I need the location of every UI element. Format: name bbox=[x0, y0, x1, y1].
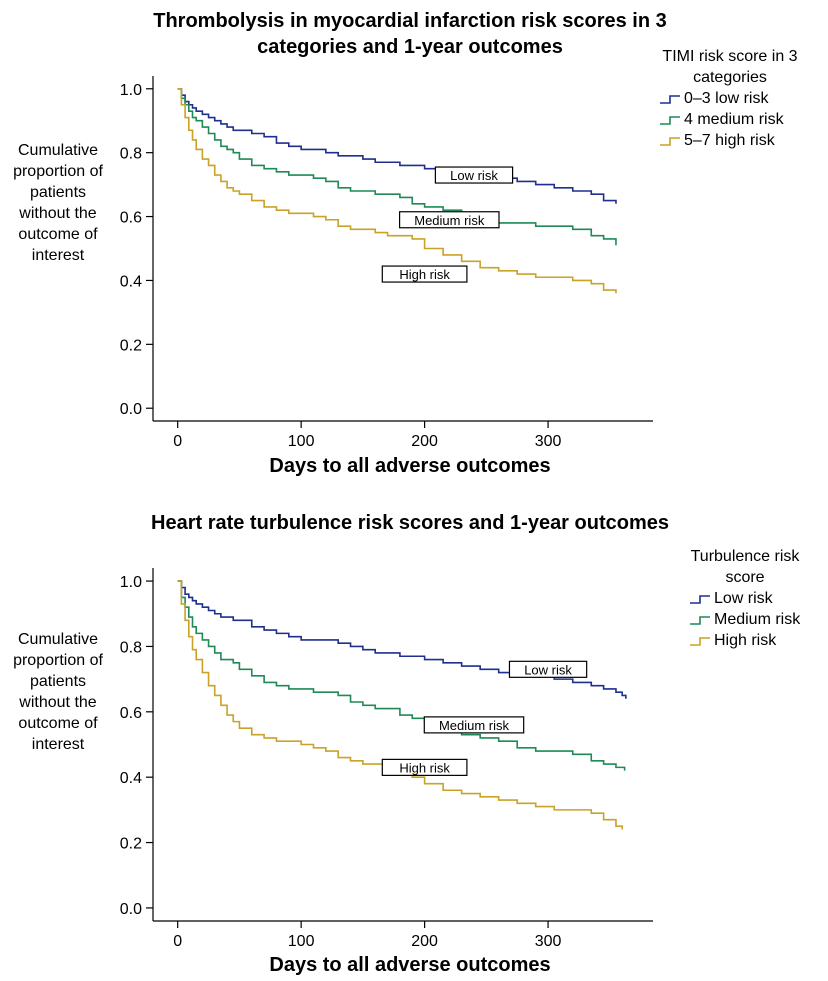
legend-title: TIMI risk score in 3 categories bbox=[662, 48, 798, 86]
legend-label: Low risk bbox=[714, 590, 773, 607]
y-tick-label: 0.6 bbox=[120, 705, 142, 722]
annotation-label: Medium risk bbox=[439, 718, 510, 733]
axes: 0.0 0.2 0.4 0.6 0.8 1.0 0 100 200 300 bbox=[120, 568, 653, 950]
y-tick-label: 0.2 bbox=[120, 337, 142, 354]
y-tick-label: 0.0 bbox=[120, 401, 142, 418]
series-line-3 bbox=[177, 87, 617, 294]
x-axis-label: Days to all adverse outcomes bbox=[269, 954, 551, 976]
axes: 0.0 0.2 0.4 0.6 0.8 1.0 0 100 200 300 bbox=[120, 76, 653, 450]
y-axis-label: Cumulative proportion of patients withou… bbox=[13, 631, 103, 753]
annotation-box bbox=[398, 211, 500, 229]
series-line-3 bbox=[177, 580, 623, 830]
series-lines bbox=[177, 580, 627, 830]
series-lines bbox=[177, 87, 617, 294]
legend-swatch bbox=[660, 136, 680, 146]
legend-label: 0–3 low risk bbox=[684, 90, 769, 107]
legend-swatch bbox=[690, 636, 710, 646]
y-tick-label: 0.8 bbox=[120, 146, 142, 163]
y-tick-label: 0.6 bbox=[120, 210, 142, 227]
chart-panel-hrt: Heart rate turbulence risk scores and 1-… bbox=[0, 490, 828, 980]
y-tick-label: 0.8 bbox=[120, 639, 142, 656]
legend-item: High risk bbox=[690, 630, 800, 651]
y-tick-label: 0.2 bbox=[120, 836, 142, 853]
legend-title: Turbulence risk score bbox=[690, 548, 800, 586]
x-tick-label: 100 bbox=[288, 433, 315, 450]
legend-swatch bbox=[660, 115, 680, 125]
annotation-box bbox=[434, 166, 514, 184]
legend-item: Low risk bbox=[690, 588, 800, 609]
x-tick-label: 300 bbox=[535, 433, 562, 450]
chart-title: Thrombolysis in myocardial infarction ri… bbox=[153, 10, 667, 58]
series-annotations: Low risk Medium risk High risk bbox=[381, 660, 588, 776]
plot-area: 0.0 0.2 0.4 0.6 0.8 1.0 0 100 200 300 Low risk Med… bbox=[120, 76, 653, 450]
annotation-box bbox=[423, 716, 525, 734]
annotation-box bbox=[508, 660, 588, 678]
x-tick-label: 300 bbox=[535, 933, 562, 950]
chart-title: Heart rate turbulence risk scores and 1-… bbox=[151, 512, 669, 534]
plot-area: 0.0 0.2 0.4 0.6 0.8 1.0 0 100 200 300 Low risk Med… bbox=[120, 568, 653, 950]
annotation-label: Medium risk bbox=[414, 213, 485, 228]
legend-item: 4 medium risk bbox=[660, 109, 800, 130]
y-tick-label: 1.0 bbox=[120, 574, 142, 591]
x-tick-label: 200 bbox=[411, 433, 438, 450]
legend: Turbulence risk score Low risk Medium ris… bbox=[690, 546, 800, 651]
legend-label: Medium risk bbox=[714, 611, 801, 628]
x-tick-label: 100 bbox=[288, 933, 315, 950]
legend-label: 5–7 high risk bbox=[684, 132, 775, 149]
series-line-1 bbox=[177, 87, 617, 204]
series-line-2 bbox=[177, 580, 626, 771]
annotation-box bbox=[381, 758, 468, 776]
legend-swatch bbox=[690, 594, 710, 604]
series-line-1 bbox=[177, 580, 627, 699]
annotation-label: High risk bbox=[399, 760, 450, 775]
legend-item: Medium risk bbox=[690, 609, 800, 630]
x-tick-label: 200 bbox=[411, 933, 438, 950]
legend-label: 4 medium risk bbox=[684, 111, 784, 128]
y-axis-label: Cumulative proportion of patients withou… bbox=[13, 142, 103, 264]
legend-item: 5–7 high risk bbox=[660, 130, 800, 151]
annotation-label: Low risk bbox=[524, 662, 572, 677]
series-line-2 bbox=[177, 87, 617, 246]
annotation-label: High risk bbox=[399, 267, 450, 282]
x-tick-label: 0 bbox=[173, 933, 182, 950]
annotation-label: Low risk bbox=[450, 168, 498, 183]
series-annotations: Low risk Medium risk High risk bbox=[381, 166, 514, 283]
y-tick-label: 1.0 bbox=[120, 82, 142, 99]
legend-items: 0–3 low risk 4 medium risk 5–7 high risk bbox=[660, 88, 800, 151]
legend-swatch bbox=[690, 615, 710, 625]
legend-items: Low risk Medium risk High risk bbox=[690, 588, 800, 651]
chart-panel-timi: Thrombolysis in myocardial infarction ri… bbox=[0, 0, 828, 490]
x-tick-label: 0 bbox=[173, 433, 182, 450]
annotation-box bbox=[381, 265, 468, 283]
legend: TIMI risk score in 3 categories 0–3 low … bbox=[660, 46, 800, 151]
legend-swatch bbox=[660, 94, 680, 104]
y-tick-label: 0.4 bbox=[120, 273, 142, 290]
legend-label: High risk bbox=[714, 632, 777, 649]
legend-item: 0–3 low risk bbox=[660, 88, 800, 109]
y-tick-label: 0.4 bbox=[120, 770, 142, 787]
x-axis-label: Days to all adverse outcomes bbox=[269, 455, 551, 477]
y-tick-label: 0.0 bbox=[120, 901, 142, 918]
